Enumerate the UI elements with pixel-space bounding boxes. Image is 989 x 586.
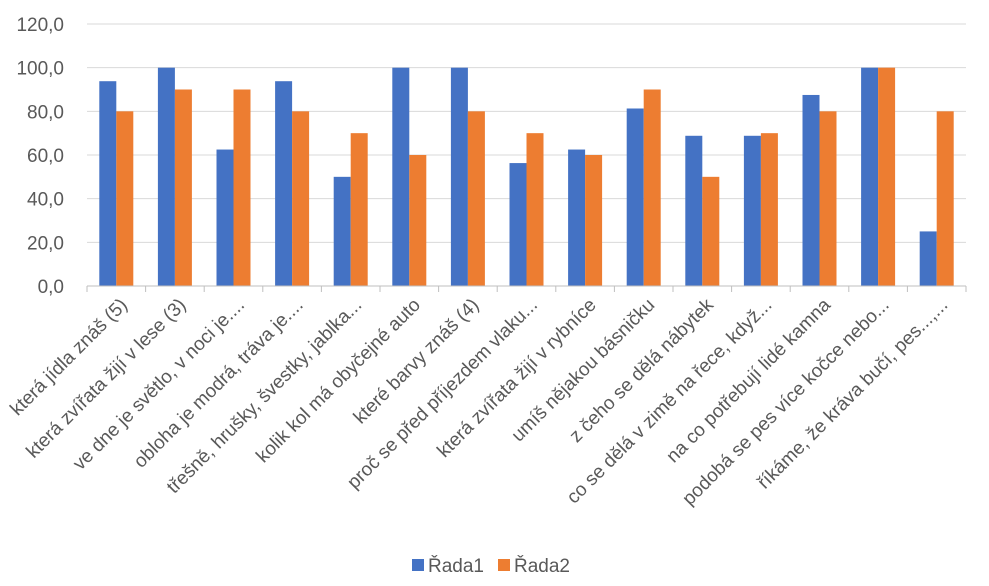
bar-Řada2 (819, 111, 837, 286)
legend-swatch (498, 559, 510, 571)
bar-Řada2 (233, 89, 251, 286)
bar-Řada2 (643, 89, 661, 286)
bar-Řada1 (392, 67, 410, 287)
bar-Řada2 (292, 111, 310, 286)
bar-Řada1 (919, 231, 937, 286)
legend-swatch (412, 559, 424, 571)
y-tick-label: 100,0 (16, 59, 64, 80)
bar-Řada1 (685, 135, 703, 286)
bar-Řada2 (526, 133, 544, 286)
bar-Řada2 (174, 89, 192, 286)
legend-label: Řada1 (428, 555, 484, 577)
bar-Řada1 (450, 67, 468, 287)
bars (99, 67, 954, 287)
bar-Řada1 (99, 81, 117, 286)
y-tick-label: 40,0 (27, 190, 64, 211)
bar-Řada2 (585, 155, 603, 286)
y-axis-tick-labels: 0,0 20,0 40,0 60,0 80,0 100,0 120,0 (16, 15, 64, 298)
bar-Řada2 (116, 111, 134, 286)
bar-Řada2 (467, 111, 485, 286)
bar-Řada2 (350, 133, 368, 286)
bar-Řada1 (275, 81, 293, 286)
bar-Řada2 (936, 111, 954, 286)
bar-Řada1 (509, 163, 527, 286)
y-tick-label: 20,0 (27, 233, 64, 254)
bar-Řada2 (760, 133, 778, 286)
legend: Řada1 Řada2 (412, 555, 570, 577)
x-axis (86, 285, 967, 292)
bar-Řada1 (802, 94, 820, 286)
bar-Řada1 (568, 149, 586, 286)
y-tick-label: 120,0 (16, 15, 64, 36)
bar-Řada1 (626, 108, 644, 287)
bar-Řada2 (409, 155, 427, 286)
bar-Řada1 (861, 67, 879, 287)
y-tick-label: 60,0 (27, 146, 64, 167)
bar-Řada1 (216, 149, 234, 286)
bar-Řada1 (743, 135, 761, 286)
y-tick-label: 0,0 (38, 277, 64, 298)
bar-Řada2 (878, 67, 896, 287)
x-axis-category-labels: která jídla znáš (5)která zvířata žijí v… (6, 294, 952, 509)
x-category-label: podobá se pes více kočce nebo... (679, 295, 894, 510)
bar-Řada1 (333, 176, 351, 286)
bar-Řada1 (157, 67, 175, 287)
legend-label: Řada2 (514, 555, 570, 577)
y-tick-label: 80,0 (27, 102, 64, 123)
bar-Řada2 (702, 176, 720, 286)
